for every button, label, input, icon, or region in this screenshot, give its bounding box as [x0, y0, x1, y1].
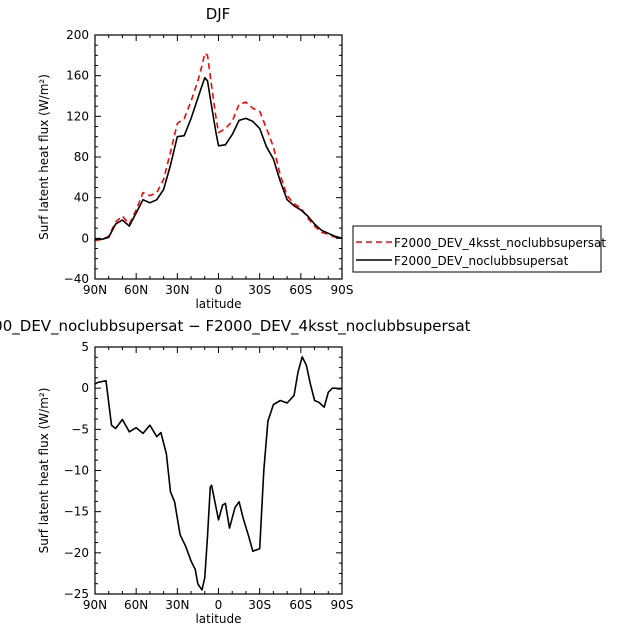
- top-ytick-label: 40: [74, 191, 89, 205]
- bottom-ytick-label: 0: [81, 381, 89, 395]
- top-xtick-label: 90S: [331, 283, 354, 297]
- bottom-xtick-label: 30S: [248, 598, 271, 612]
- top-series-line-0: [94, 52, 343, 242]
- bottom-xtick-label: 90N: [83, 598, 107, 612]
- bottom-yaxis-label: Surf latent heat flux (W/m²): [37, 388, 51, 554]
- legend: F2000_DEV_4ksst_noclubbsupersat F2000_DE…: [352, 225, 606, 273]
- top-xaxis-label: latitude: [195, 297, 241, 311]
- bottom-xtick-label: 30N: [165, 598, 189, 612]
- top-chart-title: DJF: [206, 5, 231, 23]
- top-yaxis-label: Surf latent heat flux (W/m²): [37, 74, 51, 240]
- bottom-ytick-label: −10: [64, 464, 89, 478]
- bottom-ytick-label: −15: [64, 505, 89, 519]
- top-ytick-label: 120: [66, 109, 89, 123]
- bottom-xtick-label: 60S: [289, 598, 312, 612]
- legend-label-4ksst: F2000_DEV_4ksst_noclubbsupersat: [394, 236, 606, 250]
- top-xtick-label: 30N: [165, 283, 189, 297]
- legend-label-control: F2000_DEV_noclubbsupersat: [394, 254, 569, 268]
- bottom-xaxis-label: latitude: [195, 612, 241, 626]
- top-xtick-label: 30S: [248, 283, 271, 297]
- bottom-xtick-label: 0: [215, 598, 223, 612]
- top-ytick-label: 160: [66, 69, 89, 83]
- top-ytick-label: 80: [74, 150, 89, 164]
- bottom-ytick-label: 5: [81, 340, 89, 354]
- bottom-xtick-label: 90S: [331, 598, 354, 612]
- top-xtick-label: 60N: [124, 283, 148, 297]
- legend-box: [352, 225, 602, 273]
- bottom-series-line-0: [94, 356, 343, 591]
- top-ytick-label: −40: [64, 272, 89, 286]
- top-series-line-1: [95, 76, 343, 241]
- top-chart: DJF −40 0 40 80 120 160 200 90N 60N 30N 0 30S 60S 90S…: [37, 5, 353, 311]
- top-xtick-label: 60S: [289, 283, 312, 297]
- top-ytick-label: 200: [66, 28, 89, 42]
- bottom-ytick-label: −25: [64, 587, 89, 601]
- bottom-chart: F2000_DEV_noclubbsupersat − F2000_DEV_4k…: [0, 317, 471, 626]
- top-ytick-label: 0: [81, 231, 89, 245]
- bottom-ytick-label: −5: [71, 422, 89, 436]
- top-xtick-label: 90N: [83, 283, 107, 297]
- bottom-ytick-label: −20: [64, 546, 89, 560]
- bottom-plot-frame: [94, 346, 343, 595]
- top-plot-frame: [94, 34, 343, 280]
- bottom-xtick-label: 60N: [124, 598, 148, 612]
- top-xtick-label: 0: [215, 283, 223, 297]
- bottom-chart-title: F2000_DEV_noclubbsupersat − F2000_DEV_4k…: [0, 317, 471, 336]
